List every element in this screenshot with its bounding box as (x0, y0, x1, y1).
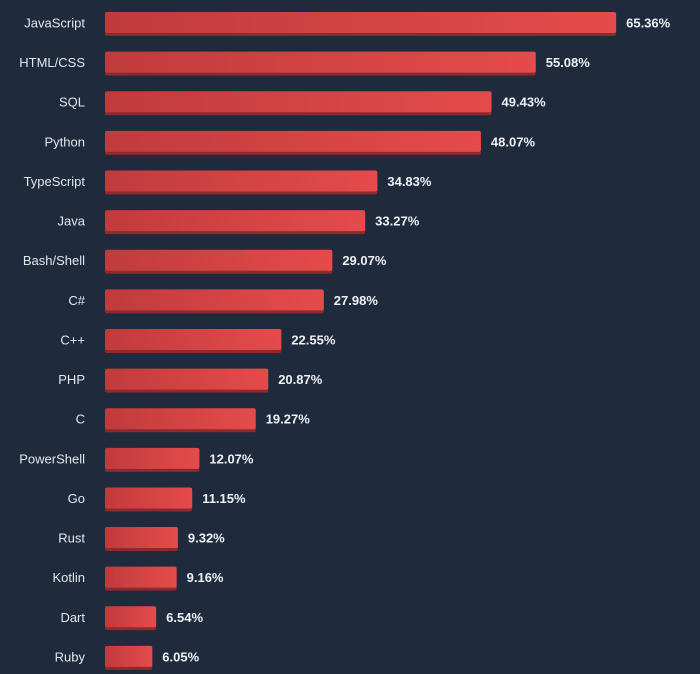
bar-row: TypeScript 34.83% (24, 170, 432, 195)
category-label: Dart (60, 610, 85, 625)
category-label: Go (68, 491, 85, 506)
bar (105, 328, 282, 350)
bar (105, 368, 269, 390)
bar-row: Python 48.07% (45, 130, 536, 155)
value-label: 20.87% (278, 372, 323, 387)
bar-row: Kotlin 9.16% (52, 566, 224, 591)
bar-row: Ruby 6.05% (55, 645, 200, 670)
bar-row: Dart 6.54% (60, 606, 203, 631)
value-label: 11.15% (202, 491, 246, 506)
bar (105, 170, 378, 192)
bar (105, 130, 481, 152)
value-label: 22.55% (291, 332, 336, 347)
category-label: C++ (60, 332, 85, 347)
bar (105, 289, 324, 311)
value-label: 65.36% (626, 16, 671, 31)
category-label: C (76, 412, 85, 427)
bar-row: SQL 49.43% (59, 91, 547, 116)
value-label: 29.07% (342, 253, 387, 268)
category-label: SQL (59, 95, 85, 110)
value-label: 33.27% (375, 214, 420, 229)
category-label: PowerShell (19, 451, 85, 466)
category-label: Python (45, 134, 85, 149)
bar-row: Bash/Shell 29.07% (23, 249, 387, 274)
category-label: Rust (58, 531, 85, 546)
category-label: Kotlin (52, 570, 85, 585)
value-label: 27.98% (334, 293, 379, 308)
bar-row: PowerShell 12.07% (19, 447, 254, 472)
bar (105, 645, 153, 667)
value-label: 19.27% (266, 412, 311, 427)
value-label: 48.07% (491, 134, 536, 149)
bar-row: Go 11.15% (68, 487, 246, 512)
value-label: 34.83% (387, 174, 432, 189)
value-label: 55.08% (546, 55, 591, 70)
value-label: 9.16% (187, 570, 224, 585)
category-label: HTML/CSS (19, 55, 85, 70)
bar (105, 527, 178, 549)
bar (105, 408, 256, 430)
bar-row: C# 27.98% (68, 289, 379, 314)
bar (105, 210, 366, 232)
bar (105, 12, 617, 33)
value-label: 6.05% (162, 649, 199, 664)
bar (105, 487, 193, 509)
category-label: PHP (58, 372, 85, 387)
bar (105, 447, 200, 469)
bar-row: Rust 9.32% (58, 527, 225, 552)
value-label: 12.07% (209, 451, 254, 466)
bar-row: C++ 22.55% (60, 328, 336, 353)
bar-row: JavaScript 65.36% (24, 12, 671, 36)
category-label: C# (68, 293, 85, 308)
bar-row: C 19.27% (76, 408, 311, 433)
bar-row: Java 33.27% (58, 210, 420, 235)
bar (105, 566, 177, 588)
value-label: 49.43% (502, 95, 547, 110)
category-label: Ruby (55, 649, 86, 664)
category-label: TypeScript (24, 174, 86, 189)
bar (105, 91, 492, 113)
bar-row: HTML/CSS 55.08% (19, 51, 591, 76)
value-label: 6.54% (166, 610, 203, 625)
category-label: JavaScript (24, 16, 85, 31)
bar-row: PHP 20.87% (58, 368, 323, 393)
bar (105, 51, 536, 73)
category-label: Java (58, 214, 86, 229)
bar (105, 606, 157, 628)
value-label: 9.32% (188, 531, 225, 546)
category-label: Bash/Shell (23, 253, 85, 268)
bar (105, 249, 333, 271)
